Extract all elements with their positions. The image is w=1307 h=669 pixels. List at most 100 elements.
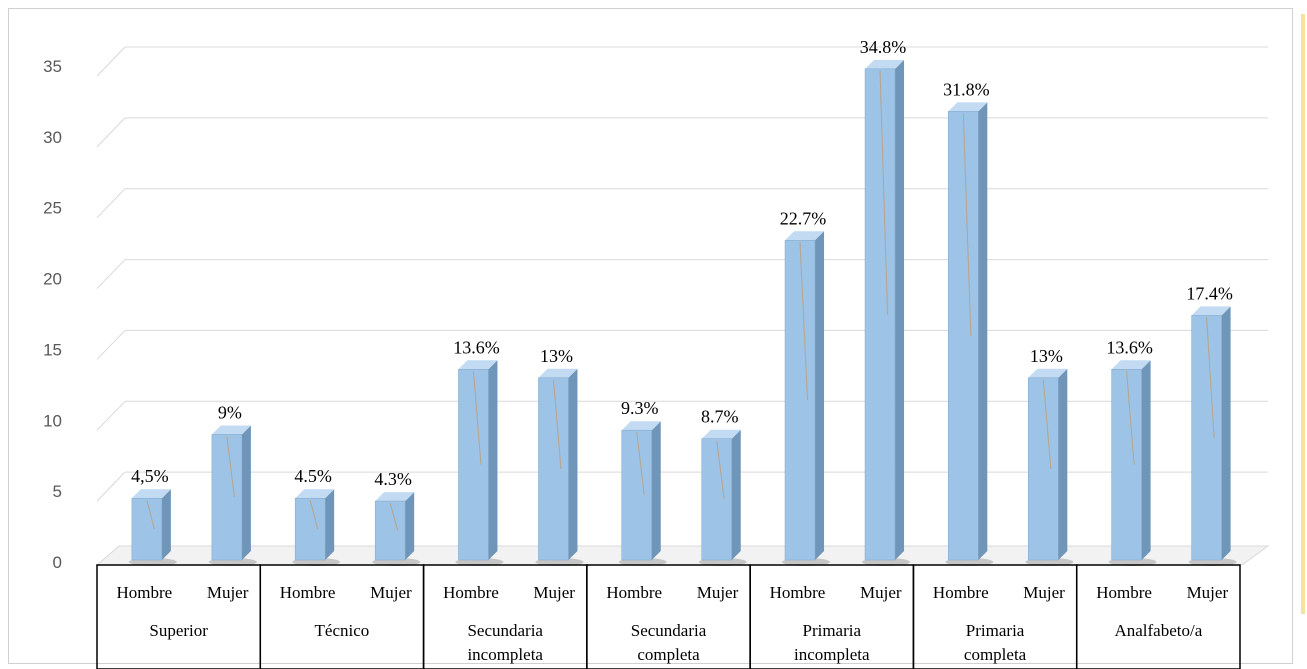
bar-leader-line <box>389 502 399 531</box>
bar-leader-line <box>716 440 725 500</box>
bar <box>701 438 733 561</box>
gridline-diag <box>96 188 126 219</box>
bar-top <box>295 489 335 499</box>
y-tick-label: 30 <box>43 128 62 147</box>
sub-category-label: Mujer <box>207 583 249 602</box>
sub-category-label: Hombre <box>770 583 826 602</box>
category-cell <box>96 564 262 669</box>
bar-leader-line <box>1126 371 1135 465</box>
gridline-diag <box>96 330 126 360</box>
data-label: 4.5% <box>294 466 332 486</box>
bar-leader-line <box>146 500 155 530</box>
category-label: Primaria <box>966 621 1025 640</box>
bar <box>864 68 896 561</box>
category-label: incompleta <box>467 645 543 664</box>
data-label: 8.7% <box>701 407 739 427</box>
bar-top <box>785 231 825 241</box>
category-label: Técnico <box>315 621 370 640</box>
category-label: incompleta <box>794 645 870 664</box>
data-label: 4.3% <box>374 469 412 489</box>
bar-side <box>895 59 905 560</box>
bar-side <box>651 421 661 560</box>
bar <box>1191 315 1222 561</box>
data-label: 9% <box>218 402 242 422</box>
bar-leader-line <box>962 113 972 336</box>
bar-top <box>1111 360 1151 370</box>
y-tick-label: 35 <box>43 57 62 76</box>
sub-category-label: Hombre <box>443 583 499 602</box>
bar-side <box>1058 368 1068 560</box>
bar-top <box>621 421 661 431</box>
sub-category-label: Mujer <box>533 583 575 602</box>
category-cell <box>1075 564 1241 669</box>
data-label: 13% <box>540 346 573 366</box>
bar-side <box>325 489 335 560</box>
y-tick-label: 10 <box>43 411 62 430</box>
bar-side <box>568 368 578 560</box>
category-label: Secundaria <box>631 621 707 640</box>
bar-side <box>978 102 988 560</box>
data-label: 13% <box>1030 346 1063 366</box>
bar-side <box>731 429 741 560</box>
sub-category-label: Mujer <box>860 583 902 602</box>
bar-leader-line <box>799 242 809 401</box>
y-tick-label: 20 <box>43 270 62 289</box>
sub-category-label: Hombre <box>116 583 172 602</box>
category-cell <box>259 564 425 669</box>
bar <box>211 434 243 561</box>
y-tick-label: 5 <box>53 482 62 501</box>
y-tick-label: 15 <box>43 340 62 359</box>
bar <box>538 377 569 561</box>
category-label: Analfabeto/a <box>1114 621 1202 640</box>
sub-category-label: Mujer <box>370 583 412 602</box>
sub-category-label: Hombre <box>606 583 662 602</box>
bar-top <box>1028 368 1068 378</box>
gridline-diag <box>96 259 126 289</box>
bar-leader-line <box>1206 317 1215 438</box>
bar-top <box>458 360 498 370</box>
bar-side <box>241 425 251 560</box>
data-label: 13.6% <box>1106 337 1153 357</box>
bar-leader-line <box>636 432 645 496</box>
bar <box>1028 377 1059 561</box>
bar <box>948 111 979 561</box>
category-label: Secundaria <box>467 621 543 640</box>
bar-leader-line <box>1042 379 1052 469</box>
bar-leader-line <box>309 500 319 530</box>
bar-top <box>701 429 741 439</box>
category-label: Superior <box>149 621 208 640</box>
bar-leader-line <box>879 70 889 315</box>
bar-top <box>1191 306 1231 316</box>
sub-category-label: Mujer <box>697 583 739 602</box>
bar <box>294 497 326 561</box>
data-label: 17.4% <box>1186 283 1233 303</box>
bar-leader-line <box>226 436 235 498</box>
category-label: completa <box>964 645 1027 664</box>
bar <box>131 497 163 561</box>
right-accent-strip <box>1301 14 1305 614</box>
category-label: completa <box>637 645 700 664</box>
chart-border <box>8 8 1293 664</box>
gridline-diag <box>96 471 126 502</box>
bar <box>621 429 652 561</box>
chart-floor <box>95 545 1270 566</box>
bar-top <box>948 102 988 112</box>
bar-top <box>375 492 415 502</box>
bar <box>1111 369 1142 561</box>
sub-category-label: Hombre <box>933 583 989 602</box>
y-tick-label: 25 <box>43 199 62 218</box>
bar <box>784 240 816 561</box>
category-label: Primaria <box>803 621 862 640</box>
sub-category-label: Hombre <box>280 583 336 602</box>
data-label: 34.8% <box>860 37 907 57</box>
gridline-diag <box>96 46 126 77</box>
bar-top <box>211 425 251 435</box>
y-tick-label: 0 <box>53 553 62 572</box>
data-label: 9.3% <box>621 398 659 418</box>
bar-leader-line <box>552 379 562 469</box>
sub-category-label: Hombre <box>1096 583 1152 602</box>
bar <box>458 369 489 561</box>
data-label: 13.6% <box>453 337 500 357</box>
